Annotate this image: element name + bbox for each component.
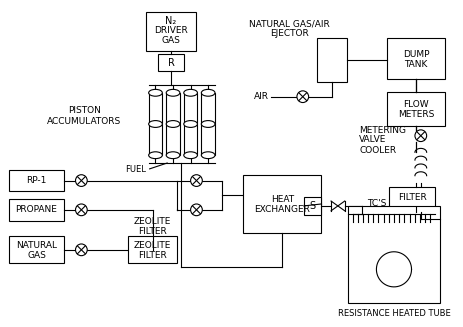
Text: DUMP: DUMP [403, 50, 429, 59]
Bar [128, 236, 177, 264]
Text: METERING: METERING [359, 126, 407, 135]
Bar [158, 54, 184, 71]
Text: TC'S: TC'S [367, 199, 387, 209]
Text: FLOW: FLOW [403, 100, 429, 110]
Text: TANK: TANK [404, 60, 428, 69]
Text: NATURAL: NATURAL [16, 241, 57, 250]
Text: AIR: AIR [254, 92, 269, 101]
Bar [9, 236, 64, 264]
Text: COOLER: COOLER [359, 146, 396, 155]
Text: RESISTANCE HEATED TUBE: RESISTANCE HEATED TUBE [338, 309, 450, 318]
Bar [304, 197, 321, 215]
Bar [9, 170, 64, 191]
Circle shape [297, 91, 309, 103]
Text: ZEOLITE
FILTER: ZEOLITE FILTER [134, 217, 171, 236]
Bar [149, 93, 163, 155]
Text: FILTER: FILTER [138, 251, 167, 260]
Text: S: S [309, 201, 316, 211]
Ellipse shape [201, 152, 215, 159]
Bar [387, 92, 445, 126]
Text: HEAT: HEAT [271, 195, 294, 204]
Text: GAS: GAS [27, 251, 46, 260]
Ellipse shape [166, 121, 180, 128]
Circle shape [415, 130, 426, 142]
Text: EXCHANGER: EXCHANGER [254, 205, 310, 214]
Ellipse shape [149, 121, 163, 128]
Bar [388, 187, 435, 207]
Text: R: R [168, 58, 175, 68]
Ellipse shape [184, 89, 197, 96]
Bar [184, 93, 197, 155]
Text: RP-1: RP-1 [26, 176, 47, 185]
Text: PISTON
ACCUMULATORS: PISTON ACCUMULATORS [47, 107, 121, 126]
Ellipse shape [166, 89, 180, 96]
Bar [166, 93, 180, 155]
Ellipse shape [149, 152, 163, 159]
Text: N₂: N₂ [165, 16, 177, 26]
Circle shape [75, 204, 87, 216]
Bar [348, 206, 440, 303]
Circle shape [75, 244, 87, 256]
Circle shape [191, 204, 202, 216]
Text: ZEOLITE: ZEOLITE [134, 241, 171, 250]
Circle shape [191, 175, 202, 186]
Bar [318, 38, 347, 82]
Bar [243, 175, 321, 233]
Text: FUEL: FUEL [125, 165, 146, 174]
Text: METERS: METERS [398, 110, 434, 119]
Ellipse shape [149, 89, 163, 96]
Bar [9, 199, 64, 220]
Text: NATURAL GAS/AIR: NATURAL GAS/AIR [249, 19, 330, 28]
Bar [387, 38, 445, 79]
Text: VALVE: VALVE [359, 135, 387, 144]
Ellipse shape [184, 152, 197, 159]
Circle shape [75, 175, 87, 186]
Ellipse shape [166, 152, 180, 159]
Text: EJECTOR: EJECTOR [270, 29, 308, 38]
Bar [201, 93, 215, 155]
Text: PROPANE: PROPANE [16, 205, 57, 214]
Ellipse shape [201, 121, 215, 128]
Ellipse shape [201, 89, 215, 96]
Text: FILTER: FILTER [398, 193, 426, 202]
Text: DRIVER: DRIVER [154, 26, 188, 35]
Bar [146, 12, 196, 51]
Ellipse shape [184, 121, 197, 128]
Text: GAS: GAS [162, 36, 181, 44]
